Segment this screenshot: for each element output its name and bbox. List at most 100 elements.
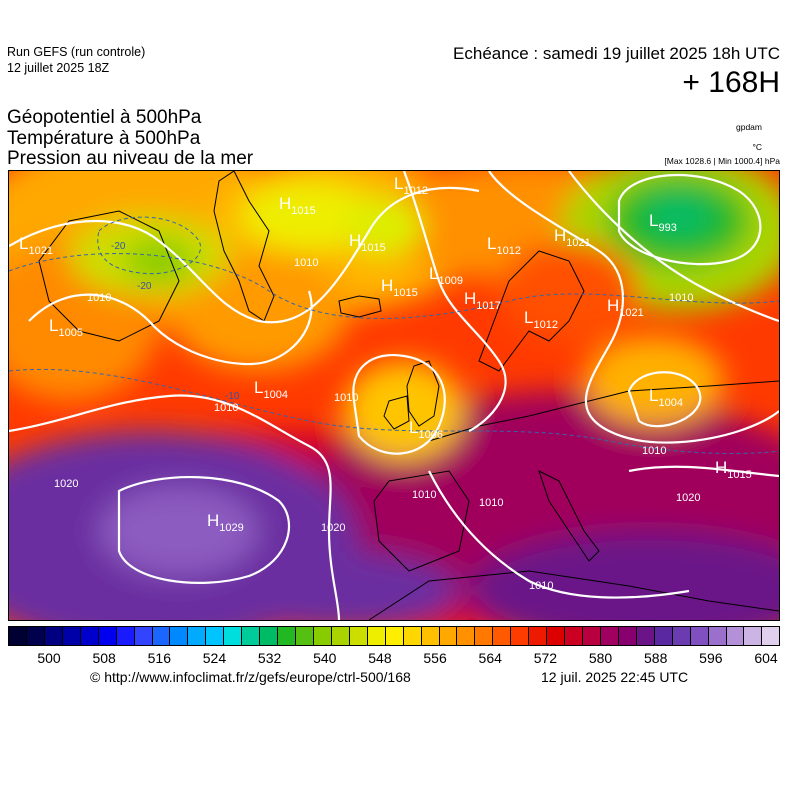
pressure-center-type: H [279,194,291,213]
colorbar-swatch [565,627,583,645]
colorbar-tick-label: 516 [147,650,171,666]
colorbar-tick-label: 572 [533,650,558,666]
isotherm-line [9,368,779,454]
pressure-center-value: 1012 [403,185,427,197]
colorbar-swatch [618,627,637,645]
pressure-center-low: L1021 [19,234,53,257]
pressure-center-value: 1005 [58,327,82,339]
canada-coast [38,210,180,342]
colorbar-tick-label: 524 [202,650,227,666]
isobar-labels: 1010 1010 1010 1010 1010 1010 1020 1020 1010 1010… [54,257,700,592]
isobar-label: 1010 [479,497,503,509]
colorbar-swatch [493,627,512,645]
colorbar-swatch [296,627,314,645]
colorbar-tick-label: 540 [313,650,337,666]
colorbar-swatch [744,627,763,645]
italy-coast [538,470,600,562]
run-name: Run GEFS (run controle) [7,45,146,59]
colorbar-swatch [762,627,780,645]
colorbar-swatch [116,627,135,645]
unit-geopotential: gpdam [736,122,762,132]
colorbar-swatch [98,627,117,645]
colorbar-swatch [529,627,548,645]
geopotential-field [9,171,779,620]
colorbar-swatch [403,627,422,645]
colorbar-tick-label: 548 [368,650,392,666]
colorbar-swatch [224,627,243,645]
britain-coast [406,360,440,427]
isobar-label: 1010 [412,489,436,501]
pressure-center-low: L1005 [49,316,83,339]
credit-link[interactable]: © http://www.infoclimat.fr/z/gefs/europe… [90,669,411,685]
pressure-center-high: H1021 [554,226,591,249]
africa-coast [368,570,779,620]
temperature-label: -20 [137,281,152,292]
pressure-center-low: L1006 [409,418,443,441]
isobar-line [9,394,341,620]
pressure-center-value: 1015 [727,469,751,481]
colorbar-swatch [583,627,601,645]
pressure-center-high: H1015 [279,194,316,217]
temperature-labels: -20 -20 -10 [111,241,240,402]
colorbar-swatch [636,627,655,645]
isobar-line [352,354,446,455]
iceland-coast [338,295,382,318]
colorbar [8,626,780,646]
pressure-center-value: 1029 [219,522,243,534]
pressure-center-type: L [394,174,403,193]
colorbar-swatch [44,627,63,645]
colorbar-swatch [475,627,494,645]
colorbar-tick-label: 588 [644,650,668,666]
isobar-label: 1010 [214,402,238,414]
isobar-line [117,475,291,584]
colorbar-swatch [708,627,727,645]
pressure-center-type: L [487,234,496,253]
isobar-label: 1020 [321,522,345,534]
isobar-line [28,290,313,366]
colorbar-swatch [260,627,279,645]
colorbar-swatch [9,627,27,645]
pressure-center-value: 1015 [393,287,417,299]
isobar-label: 1010 [642,445,666,457]
colorbar-tick-label: 556 [423,650,447,666]
pressure-center-value: 1017 [476,300,500,312]
pressure-center-high: H1021 [607,296,644,319]
weather-map: L1021 L1005 H1015 L1012 H1015 L1012 H1021 L993 L… [8,170,780,621]
pressure-center-value: 1015 [291,205,315,217]
pressure-center-low: L1004 [649,386,683,409]
colorbar-swatch [349,627,368,645]
pressure-center-value: 1012 [533,319,557,331]
colorbar-swatch [511,627,530,645]
isotherm-line [9,253,779,319]
isobar-line [488,171,779,444]
isobar-line [568,171,779,323]
colorbar-tick-label: 500 [37,650,61,666]
colorbar-swatch [654,627,673,645]
pressure-center-low: L993 [649,211,677,234]
pressure-center-low: L1009 [429,264,463,287]
colorbar-swatch [242,627,261,645]
colorbar-tick-label: 532 [257,650,282,666]
colorbar-swatch [421,627,440,645]
pressure-center-value: 993 [658,222,676,234]
colorbar-tick-label: 564 [478,650,502,666]
pressure-center-type: L [254,378,263,397]
isobar-label: 1020 [54,478,78,490]
lead-time: + 168H [682,66,780,99]
pressure-center-value: 1004 [263,389,287,401]
temperature-label: -20 [111,241,126,252]
iberia-coast [373,470,470,572]
isobar-label: 1020 [676,492,700,504]
pressure-center-type: H [464,289,476,308]
colorbar-swatch [690,627,709,645]
isobar-label: 1010 [87,292,111,304]
pressure-center-type: H [381,276,393,295]
unit-temperature: °C [752,142,762,152]
isobar-line [402,171,507,432]
colorbar-tick-label: 596 [699,650,723,666]
greenland-coast [213,171,275,322]
isobar-line [9,186,480,324]
colorbar-swatch [331,627,350,645]
